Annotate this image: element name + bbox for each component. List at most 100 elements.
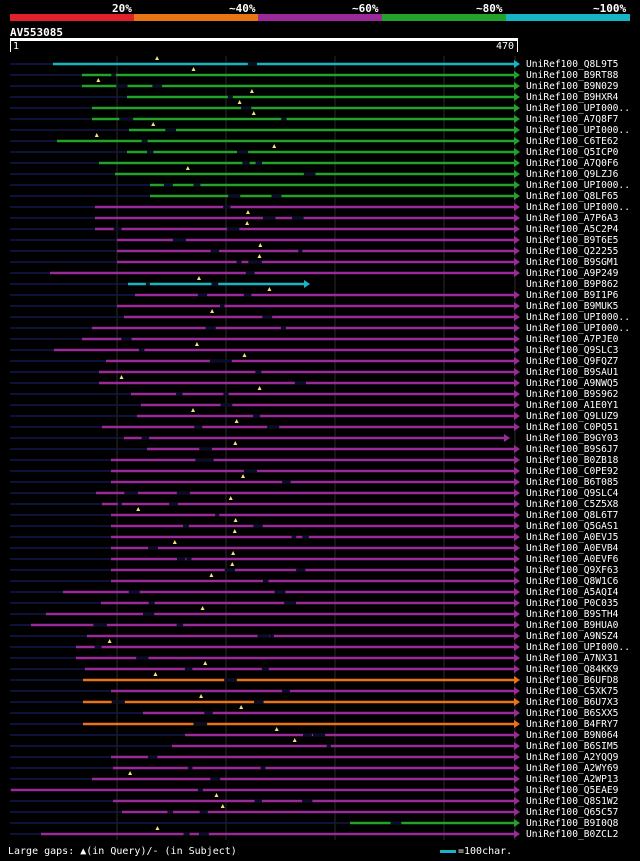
hit-label[interactable]: UniRef100_Q22255 — [526, 246, 618, 257]
hit-row[interactable]: UniRef100_Q5ICP0 — [10, 144, 619, 158]
hit-row[interactable]: UniRef100_B6SXX5 — [10, 705, 618, 719]
hit-row[interactable]: UniRef100_B9STH4 — [10, 606, 619, 620]
hit-row[interactable]: UniRef100_Q9XF63 — [10, 562, 619, 576]
hit-label[interactable]: UniRef100_Q5ICP0 — [526, 147, 619, 158]
hit-row[interactable]: UniRef100_UPI000.. — [10, 323, 630, 334]
hit-label[interactable]: UniRef100_UPI000.. — [526, 323, 630, 334]
hit-row[interactable]: UniRef100_A9NSZ4 — [10, 631, 619, 642]
hit-row[interactable]: UniRef100_B0ZB18 — [10, 455, 619, 466]
hit-label[interactable]: UniRef100_A7Q0F6 — [526, 158, 619, 169]
hit-label[interactable]: UniRef100_B9SAU1 — [526, 367, 619, 378]
hit-row[interactable]: UniRef100_C5XK75 — [10, 686, 618, 697]
hit-row[interactable]: UniRef100_UPI000.. — [10, 309, 630, 323]
hit-label[interactable]: UniRef100_Q8L6T7 — [526, 510, 619, 521]
hit-label[interactable]: UniRef100_B9S962 — [526, 389, 618, 400]
hit-label[interactable]: UniRef100_A9NWQ5 — [526, 378, 618, 389]
hit-row[interactable]: UniRef100_A7P6A3 — [10, 210, 619, 224]
hit-label[interactable]: UniRef100_Q9XF63 — [526, 565, 619, 576]
hit-row[interactable]: UniRef100_B9T6E5 — [10, 235, 618, 246]
hit-row[interactable]: UniRef100_C5Z5X8 — [10, 496, 619, 510]
hit-row[interactable]: UniRef100_A9NWQ5 — [10, 375, 618, 389]
hit-row[interactable]: UniRef100_UPI000.. — [10, 122, 630, 136]
hit-label[interactable]: UniRef100_UPI000.. — [526, 103, 630, 114]
hit-row[interactable]: UniRef100_Q5GAS1 — [10, 518, 619, 532]
hit-row[interactable]: UniRef100_B9N029 — [10, 78, 619, 92]
hit-label[interactable]: UniRef100_Q5GAS1 — [526, 521, 619, 532]
hit-row[interactable]: UniRef100_B9I1P6 — [10, 287, 619, 301]
hit-row[interactable]: UniRef100_A1E0Y1 — [10, 400, 619, 411]
hit-label[interactable]: UniRef100_Q8LF65 — [526, 191, 618, 202]
hit-label[interactable]: UniRef100_B9I0Q8 — [526, 818, 619, 829]
hit-label[interactable]: UniRef100_B9N064 — [526, 730, 619, 741]
hit-row[interactable]: UniRef100_B9SAU1 — [10, 367, 619, 378]
hit-label[interactable]: UniRef100_B9HXR4 — [526, 92, 619, 103]
hit-label[interactable]: UniRef100_Q65C57 — [526, 807, 619, 818]
hit-label[interactable]: UniRef100_B9S6J7 — [526, 444, 619, 455]
hit-row[interactable]: UniRef100_Q8L6T7 — [10, 507, 619, 521]
hit-row[interactable]: UniRef100_Q8S1W2 — [10, 793, 618, 807]
hit-label[interactable]: UniRef100_A2WY69 — [526, 763, 619, 774]
hit-label[interactable]: UniRef100_UPI000.. — [526, 180, 630, 191]
hit-row[interactable]: UniRef100_B6T085 — [10, 474, 618, 488]
hit-label[interactable]: UniRef100_B9SGM1 — [526, 257, 619, 268]
hit-label[interactable]: UniRef100_B6T085 — [526, 477, 618, 488]
hit-label[interactable]: UniRef100_B9P862 — [526, 279, 618, 290]
hit-label[interactable]: UniRef100_B6UFD8 — [526, 675, 619, 686]
hit-label[interactable]: UniRef100_B9RT88 — [526, 70, 619, 81]
hit-label[interactable]: UniRef100_P0C035 — [526, 598, 618, 609]
hit-row[interactable]: UniRef100_B9HXR4 — [10, 89, 619, 103]
hit-label[interactable]: UniRef100_C5XK75 — [526, 686, 618, 697]
hit-label[interactable]: UniRef100_B9HUA0 — [526, 620, 619, 631]
hit-label[interactable]: UniRef100_B6U7X3 — [526, 697, 619, 708]
hit-label[interactable]: UniRef100_B0ZCL2 — [526, 829, 618, 840]
hit-row[interactable]: UniRef100_B0ZCL2 — [10, 826, 618, 840]
hit-label[interactable]: UniRef100_UPI000.. — [526, 642, 630, 653]
hit-label[interactable]: UniRef100_Q84KK9 — [526, 664, 619, 675]
hit-label[interactable]: UniRef100_Q9LZJ6 — [526, 169, 619, 180]
hit-row[interactable]: UniRef100_C0PQ51 — [10, 419, 619, 433]
hit-label[interactable]: UniRef100_Q9SLC4 — [526, 488, 619, 499]
hit-label[interactable]: UniRef100_A5AQI4 — [526, 587, 619, 598]
hit-row[interactable]: UniRef100_B9RT88 — [10, 67, 619, 81]
hit-row[interactable]: UniRef100_Q9LZJ6 — [10, 166, 619, 180]
hit-row[interactable]: UniRef100_UPI000.. — [10, 180, 630, 191]
hit-row[interactable]: UniRef100_A2WP13 — [10, 771, 619, 785]
hit-row[interactable]: UniRef100_Q9LUZ9 — [10, 408, 619, 422]
hit-row[interactable]: UniRef100_A5AQI4 — [10, 587, 619, 598]
hit-row[interactable]: UniRef100_Q8L9T5 — [10, 56, 618, 70]
hit-label[interactable]: UniRef100_UPI000.. — [526, 125, 630, 136]
hit-row[interactable]: UniRef100_B4FRY7 — [10, 719, 619, 730]
hit-row[interactable]: UniRef100_Q5EAE9 — [10, 785, 619, 796]
hit-label[interactable]: UniRef100_C5Z5X8 — [526, 499, 619, 510]
hit-label[interactable]: UniRef100_A0EVB4 — [526, 543, 619, 554]
hit-label[interactable]: UniRef100_A5C2P4 — [526, 224, 619, 235]
hit-row[interactable]: UniRef100_A9P249 — [10, 268, 619, 279]
hit-label[interactable]: UniRef100_A7P6A3 — [526, 213, 619, 224]
hit-row[interactable]: UniRef100_P0C035 — [10, 598, 618, 609]
hit-label[interactable]: UniRef100_B6SXX5 — [526, 708, 618, 719]
hit-label[interactable]: UniRef100_Q9LUZ9 — [526, 411, 619, 422]
hit-row[interactable]: UniRef100_A7Q0F6 — [10, 158, 619, 169]
hit-row[interactable]: UniRef100_B9SGM1 — [10, 254, 619, 268]
hit-row[interactable]: UniRef100_UPI000.. — [10, 100, 630, 114]
hit-label[interactable]: UniRef100_A0EVJ5 — [526, 532, 618, 543]
hit-row[interactable]: UniRef100_B9MUK5 — [10, 301, 618, 312]
hit-row[interactable]: UniRef100_A7PJE0 — [10, 334, 619, 345]
hit-label[interactable]: UniRef100_A9NSZ4 — [526, 631, 619, 642]
hit-row[interactable]: UniRef100_B9GY03 — [10, 433, 619, 444]
hit-label[interactable]: UniRef100_B9I1P6 — [526, 290, 619, 301]
hit-label[interactable]: UniRef100_UPI000.. — [526, 312, 630, 323]
hit-label[interactable]: UniRef100_B9N029 — [526, 81, 619, 92]
hit-label[interactable]: UniRef100_Q8S1W2 — [526, 796, 618, 807]
hit-label[interactable]: UniRef100_B9STH4 — [526, 609, 619, 620]
hit-row[interactable]: UniRef100_B9N064 — [10, 727, 619, 741]
hit-label[interactable]: UniRef100_Q8L9T5 — [526, 59, 618, 70]
hit-row[interactable]: UniRef100_A5C2P4 — [10, 221, 619, 235]
hit-row[interactable]: UniRef100_A0EVB4 — [10, 540, 619, 554]
hit-label[interactable]: UniRef100_A0EVF6 — [526, 554, 619, 565]
hit-row[interactable]: UniRef100_B9S6J7 — [10, 441, 619, 455]
hit-label[interactable]: UniRef100_B4FRY7 — [526, 719, 619, 730]
hit-row[interactable]: UniRef100_Q9SLC4 — [10, 488, 619, 499]
hit-label[interactable]: UniRef100_A7PJE0 — [526, 334, 619, 345]
hit-row[interactable]: UniRef100_Q9SLC3 — [10, 342, 619, 356]
